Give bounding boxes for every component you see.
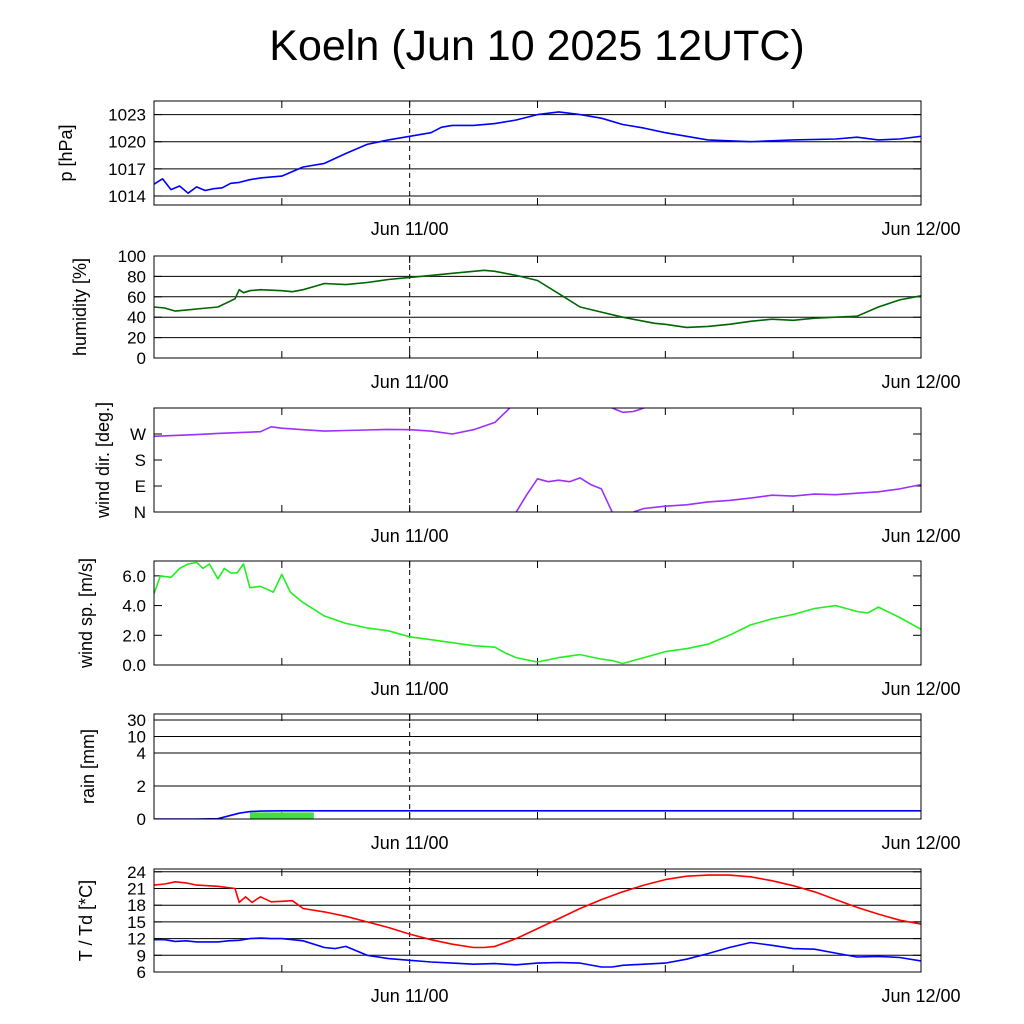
y-axis-label: wind dir. [deg.] bbox=[93, 402, 113, 519]
x-tick-label: Jun 12/00 bbox=[881, 372, 960, 392]
y-tick-label: 1017 bbox=[108, 160, 146, 179]
series-line bbox=[611, 408, 645, 414]
plot-frame bbox=[153, 255, 922, 359]
panel-1: 1014 1017 1020 1023 Jun 11/00 Jun 12/00 p [hPa… bbox=[56, 100, 961, 239]
y-tick-label: 15 bbox=[127, 913, 146, 932]
y-tick-label: N bbox=[134, 503, 146, 522]
rain-bar bbox=[249, 812, 314, 819]
y-tick-label: 0 bbox=[137, 349, 146, 368]
y-tick-label: 1020 bbox=[108, 133, 146, 152]
plot-frame bbox=[153, 100, 922, 206]
x-tick-label: Jun 11/00 bbox=[371, 986, 449, 1006]
y-tick-label: 24 bbox=[127, 863, 146, 882]
y-tick-label: 1014 bbox=[108, 187, 146, 206]
x-tick-label: Jun 12/00 bbox=[881, 986, 960, 1006]
data-layer bbox=[154, 874, 921, 968]
data-layer bbox=[154, 111, 921, 194]
data-layer bbox=[154, 809, 921, 819]
x-tick-label: Jun 11/00 bbox=[371, 526, 449, 546]
y-tick-label: W bbox=[130, 425, 146, 444]
y-tick-label: 0.0 bbox=[122, 656, 146, 675]
y-tick-label: 6.0 bbox=[122, 567, 146, 586]
y-axis-label: wind sp. [m/s] bbox=[76, 558, 96, 669]
y-axis-label: rain [mm] bbox=[78, 729, 98, 804]
y-tick-label: 0 bbox=[137, 810, 146, 829]
x-tick-label: Jun 12/00 bbox=[881, 219, 960, 239]
series-line bbox=[154, 874, 921, 949]
plot-frame bbox=[153, 407, 922, 513]
plot-frame bbox=[153, 868, 922, 973]
y-tick-label: 100 bbox=[118, 247, 146, 266]
chart-title: Koeln (Jun 10 2025 12UTC) bbox=[269, 22, 805, 70]
panel-4: 0.0 2.0 4.0 6.0 Jun 11/00 Jun 12/00 wind sp. [… bbox=[76, 558, 961, 699]
series-line bbox=[154, 809, 921, 819]
data-layer bbox=[154, 408, 921, 512]
y-tick-label: 60 bbox=[127, 288, 146, 307]
plot-frame bbox=[153, 713, 922, 820]
y-tick-label: 40 bbox=[127, 308, 146, 327]
data-layer bbox=[154, 561, 921, 665]
series-line bbox=[154, 937, 921, 968]
data-layer bbox=[154, 269, 921, 329]
y-tick-label: 21 bbox=[127, 879, 146, 898]
x-tick-label: Jun 11/00 bbox=[371, 679, 449, 699]
y-tick-label: 6 bbox=[137, 963, 146, 982]
y-tick-label: 20 bbox=[127, 329, 146, 348]
y-tick-label: 2.0 bbox=[122, 626, 146, 645]
y-tick-label: 4.0 bbox=[122, 597, 146, 616]
y-tick-label: 12 bbox=[127, 930, 146, 949]
series-line bbox=[154, 561, 921, 665]
y-tick-label: 80 bbox=[127, 267, 146, 286]
y-tick-label: E bbox=[135, 477, 146, 496]
x-tick-label: Jun 11/00 bbox=[371, 833, 449, 853]
y-tick-label: S bbox=[135, 451, 146, 470]
y-axis-label: humidity [%] bbox=[70, 258, 90, 356]
x-tick-label: Jun 11/00 bbox=[371, 219, 449, 239]
series-line bbox=[515, 477, 613, 512]
y-tick-label: 9 bbox=[137, 946, 146, 965]
y-axis-label: T / Td [*C] bbox=[76, 880, 96, 961]
y-tick-label: 4 bbox=[137, 744, 146, 763]
x-tick-label: Jun 11/00 bbox=[371, 372, 449, 392]
y-tick-label: 18 bbox=[127, 896, 146, 915]
y-tick-label: 2 bbox=[137, 777, 146, 796]
y-tick-label: 30 bbox=[127, 711, 146, 730]
series-line bbox=[633, 483, 921, 512]
plot-frame bbox=[153, 560, 922, 666]
series-line bbox=[154, 408, 511, 438]
x-tick-label: Jun 12/00 bbox=[881, 679, 960, 699]
y-tick-label: 10 bbox=[127, 728, 146, 747]
x-tick-label: Jun 12/00 bbox=[881, 833, 960, 853]
series-line bbox=[154, 111, 921, 194]
series-line bbox=[154, 269, 921, 329]
x-tick-label: Jun 12/00 bbox=[881, 526, 960, 546]
y-axis-label: p [hPa] bbox=[56, 124, 76, 181]
y-tick-label: 1023 bbox=[108, 106, 146, 125]
